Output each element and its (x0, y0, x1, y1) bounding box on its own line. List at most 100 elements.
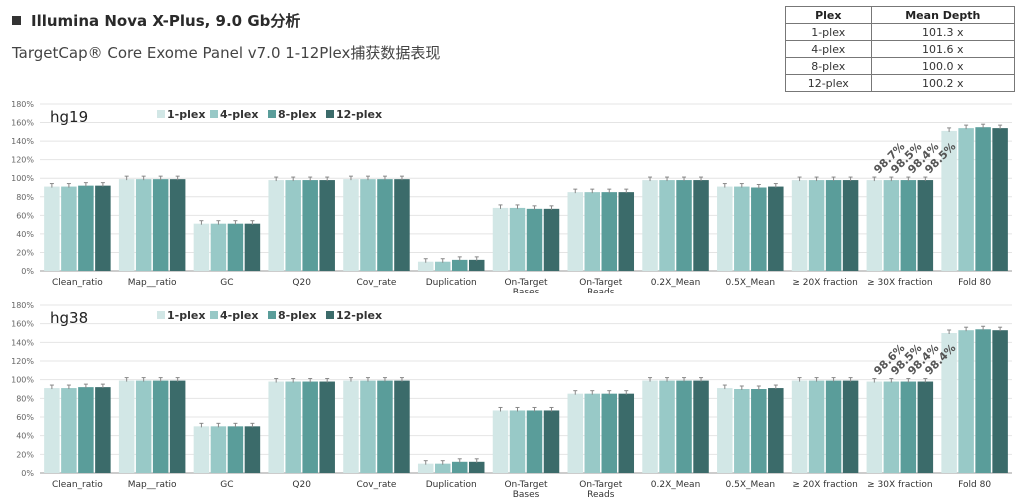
bar-on-target-reads-8-plex (601, 393, 618, 473)
x-tick-label-20x-fraction: ≥ 20X fraction (792, 278, 857, 288)
chart-hg38: 0% 20% 40% 60% 80% 100% 120% 140% 160% 180% hg38 1-… (11, 301, 1012, 497)
bar-q20-1-plex (268, 381, 284, 473)
bar-gc-4-plex (210, 223, 227, 271)
bar-30x-fraction-8-plex (900, 180, 917, 271)
y-tick-label: 100% (11, 174, 34, 183)
bar-30x-fraction-4-plex (883, 381, 900, 473)
bar-20x-fraction-12-plex (842, 180, 859, 271)
legend-swatch-12-plex (326, 110, 334, 118)
bar-q20-12-plex (319, 381, 335, 473)
chart-title: hg38 (50, 309, 88, 327)
x-tick-label-on-target-reads: On-Target Reads (579, 278, 623, 293)
bar-0-5x-mean-4-plex (734, 389, 750, 473)
bar-clean-ratio-8-plex (78, 387, 94, 473)
depth-table-row: 1-plex 101.3 x (785, 23, 1016, 41)
bar-map-ratio-4-plex (135, 380, 152, 473)
depth-table-cell: 101.6 x (870, 40, 1016, 58)
bar-clean-ratio-4-plex (61, 186, 77, 271)
bar-on-target-bases-8-plex (526, 208, 543, 271)
x-tick-label-clean-ratio: Clean_ratio (52, 480, 103, 490)
y-tick-label: 120% (11, 156, 34, 165)
bullet-square-icon (12, 16, 21, 25)
bar-q20-1-plex (268, 180, 284, 271)
y-tick-label: 40% (16, 432, 34, 441)
x-tick-label-gc: GC (220, 278, 233, 288)
bar-duplication-12-plex (468, 259, 485, 271)
bar-gc-8-plex (227, 223, 244, 271)
bar-clean-ratio-8-plex (78, 185, 94, 271)
legend-swatch-1-plex (157, 311, 165, 319)
legend-label-1-plex: 1-plex (167, 108, 205, 121)
bar-gc-8-plex (227, 426, 244, 473)
bar-on-target-bases-1-plex (492, 410, 509, 473)
bar-fold-80-12-plex (992, 330, 1008, 473)
bar-20x-fraction-12-plex (842, 380, 859, 473)
y-tick-label: 40% (16, 230, 34, 239)
y-tick-label: 140% (11, 338, 34, 347)
x-tick-label-duplication: Duplication (426, 278, 477, 288)
bar-fold-80-8-plex (975, 329, 991, 473)
bar-duplication-8-plex (451, 461, 468, 473)
depth-table-cell: 8-plex (785, 57, 872, 75)
x-tick-label-cov-rate: Cov_rate (357, 278, 397, 288)
bar-0-2x-mean-1-plex (642, 180, 658, 271)
bar-gc-1-plex (193, 426, 210, 473)
legend-label-4-plex: 4-plex (220, 108, 258, 121)
depth-table-cell: 100.2 x (870, 74, 1016, 92)
y-tick-label: 160% (11, 119, 34, 128)
bar-0-5x-mean-1-plex (717, 186, 733, 271)
x-tick-label-map-ratio: Map__ratio (128, 480, 177, 490)
y-tick-label: 0% (21, 267, 34, 276)
depth-table-header-row: Plex Mean Depth (785, 6, 1016, 24)
bar-cov-rate-4-plex (360, 179, 376, 271)
bar-0-2x-mean-8-plex (676, 180, 692, 271)
x-tick-label-clean-ratio: Clean_ratio (52, 278, 103, 288)
bar-cov-rate-4-plex (360, 380, 376, 473)
x-tick-label-duplication: Duplication (426, 480, 477, 490)
bar-20x-fraction-4-plex (808, 380, 825, 473)
bar-0-2x-mean-12-plex (693, 380, 709, 473)
bar-fold-80-1-plex (941, 333, 957, 473)
legend-label-8-plex: 8-plex (278, 108, 316, 121)
bar-20x-fraction-1-plex (791, 380, 808, 473)
bar-gc-12-plex (244, 223, 261, 271)
bar-map-ratio-8-plex (152, 380, 169, 473)
bar-on-target-bases-12-plex (543, 410, 560, 473)
x-tick-label-on-target-bases: On-Target Bases (504, 480, 548, 497)
bar-cov-rate-12-plex (394, 380, 410, 473)
legend-label-4-plex: 4-plex (220, 309, 258, 322)
x-tick-label-30x-fraction: ≥ 30X fraction (867, 278, 932, 288)
page-subtitle: TargetCap® Core Exome Panel v7.0 1-12Ple… (12, 44, 441, 62)
depth-table-cell: 12-plex (785, 74, 872, 92)
x-tick-label-cov-rate: Cov_rate (357, 480, 397, 490)
x-tick-label-0-2x-mean: 0.2X_Mean (651, 480, 701, 490)
bar-fold-80-8-plex (975, 127, 991, 271)
page-title: Illumina Nova X-Plus, 9.0 Gb分析 (12, 10, 300, 31)
bar-fold-80-4-plex (958, 330, 974, 473)
bar-fold-80-12-plex (992, 128, 1008, 271)
bar-20x-fraction-8-plex (825, 180, 842, 271)
depth-table-row: 4-plex 101.6 x (785, 40, 1016, 58)
y-tick-label: 120% (11, 357, 34, 366)
bar-cov-rate-8-plex (377, 179, 393, 271)
y-tick-label: 20% (16, 450, 34, 459)
legend-swatch-1-plex (157, 110, 165, 118)
legend-swatch-4-plex (210, 311, 218, 319)
x-tick-label-0-2x-mean: 0.2X_Mean (651, 278, 701, 288)
bar-gc-12-plex (244, 426, 261, 473)
y-tick-label: 20% (16, 248, 34, 257)
legend-label-12-plex: 12-plex (336, 309, 382, 322)
bar-gc-1-plex (193, 223, 210, 271)
bar-cov-rate-1-plex (343, 179, 359, 271)
y-tick-label: 100% (11, 376, 34, 385)
bar-30x-fraction-1-plex (866, 381, 883, 473)
bar-gc-4-plex (210, 426, 227, 473)
bar-cov-rate-1-plex (343, 380, 359, 473)
bar-clean-ratio-12-plex (95, 185, 111, 271)
x-tick-label-fold-80: Fold 80 (958, 480, 991, 490)
bar-duplication-8-plex (451, 259, 468, 271)
bar-0-5x-mean-8-plex (751, 389, 767, 473)
bar-map-ratio-4-plex (135, 179, 152, 271)
mean-depth-table: Plex Mean Depth 1-plex 101.3 x 4-plex 10… (785, 6, 1016, 92)
bar-duplication-4-plex (434, 261, 451, 271)
